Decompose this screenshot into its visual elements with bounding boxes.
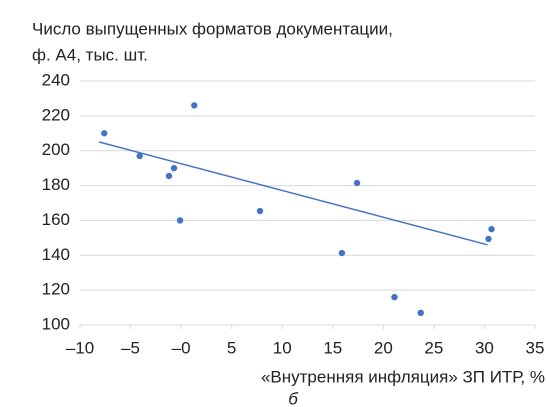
x-tick-label: 5: [227, 338, 236, 357]
point: [101, 130, 108, 137]
point: [170, 164, 178, 172]
y-tick-label: 240: [42, 70, 70, 89]
caption: б: [288, 389, 299, 407]
point: [485, 235, 492, 243]
point: [353, 179, 361, 187]
x-tick-label: 20: [374, 338, 393, 357]
chart-title: ф. А4, тыс. шт.: [32, 45, 148, 64]
y-tick-label: 140: [42, 245, 70, 264]
x-tick-label: 25: [424, 338, 443, 357]
point: [256, 207, 264, 215]
x-tick-label: 35: [526, 338, 545, 357]
y-tick-label: 200: [42, 140, 70, 159]
x-axis-label: «Внутренняя инфляция» ЗП ИТР, %: [261, 367, 545, 386]
x-tick-label: –10: [66, 338, 94, 357]
y-tick-label: 180: [42, 175, 70, 194]
point: [417, 309, 424, 316]
x-tick-label: –5: [121, 338, 140, 357]
x-tick-label: –0: [172, 338, 191, 357]
point: [176, 217, 184, 224]
point: [165, 172, 173, 180]
trend-line: [99, 141, 488, 246]
x-tick-label: 15: [323, 338, 342, 357]
point: [488, 225, 495, 233]
point: [136, 152, 143, 160]
y-tick-label: 160: [42, 210, 70, 229]
y-tick-label: 120: [42, 280, 70, 299]
point: [191, 102, 198, 109]
y-tick-label: 220: [42, 105, 70, 124]
chart-title: Число выпущенных форматов документации,: [32, 19, 393, 38]
x-tick-label: 10: [273, 338, 292, 357]
point: [338, 249, 346, 257]
y-tick-label: 100: [42, 314, 70, 333]
x-tick-label: 30: [475, 338, 494, 357]
point: [391, 293, 398, 301]
